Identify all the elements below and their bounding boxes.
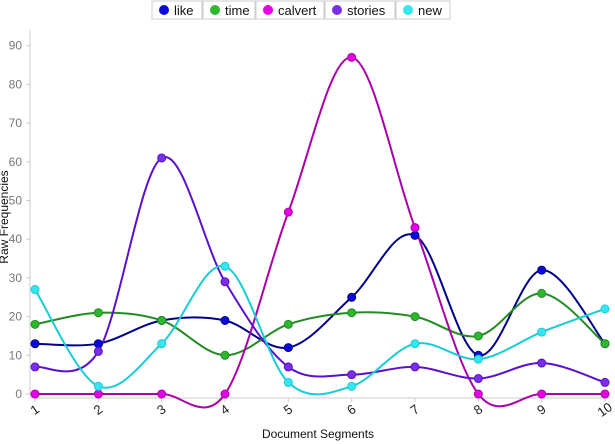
data-point-calvert[interactable]	[157, 389, 167, 399]
data-point-stories[interactable]	[600, 377, 610, 387]
data-point-new[interactable]	[283, 377, 293, 387]
data-point-time[interactable]	[283, 319, 293, 329]
legend-swatch-calvert	[263, 5, 273, 15]
series-line-stories	[34, 156, 606, 384]
legend-label-like: like	[174, 3, 194, 18]
data-point-stories[interactable]	[220, 277, 230, 287]
series-line-like	[34, 233, 606, 357]
legend-item-time[interactable]: time	[202, 0, 256, 20]
y-tick-label: 20	[9, 310, 23, 324]
legend-label-new: new	[418, 3, 442, 18]
data-point-like[interactable]	[220, 315, 230, 325]
legend-label-time: time	[225, 3, 250, 18]
y-axis-title: Raw Frequencies	[0, 170, 11, 263]
legend-item-like[interactable]: like	[151, 0, 203, 20]
x-axis-title: Document Segments	[262, 427, 374, 441]
data-point-stories[interactable]	[473, 374, 483, 384]
y-tick-label: 40	[9, 232, 23, 246]
x-tick-label: 7	[407, 401, 422, 417]
data-point-calvert[interactable]	[537, 389, 547, 399]
x-tick-label: 9	[534, 401, 549, 417]
series-line-time	[34, 292, 606, 357]
y-tick-label: 90	[9, 39, 23, 53]
chart-legend[interactable]: like time calvert stories new	[151, 0, 451, 20]
data-point-time[interactable]	[473, 331, 483, 341]
x-tick-label: 2	[91, 401, 106, 417]
data-point-like[interactable]	[410, 230, 420, 240]
y-tick-label: 0	[15, 387, 22, 401]
y-tick-label: 50	[9, 194, 23, 208]
data-point-like[interactable]	[537, 265, 547, 275]
data-point-stories[interactable]	[537, 358, 547, 368]
y-tick-label: 60	[9, 155, 23, 169]
legend-item-stories[interactable]: stories	[324, 0, 396, 20]
data-point-time[interactable]	[347, 308, 357, 318]
x-tick-label: 5	[281, 401, 296, 417]
y-tick-label: 10	[9, 348, 23, 362]
data-point-new[interactable]	[410, 339, 420, 349]
points-layer	[30, 52, 610, 399]
legend-item-new[interactable]: new	[395, 0, 451, 20]
data-point-like[interactable]	[347, 292, 357, 302]
data-point-time[interactable]	[30, 319, 40, 329]
chart-axes: 0 10 20 30 40 50 60 70 80 90 1 2 3 4 5 6 7 8 9 10	[9, 30, 615, 420]
legend-swatch-stories	[332, 5, 342, 15]
data-point-new[interactable]	[220, 261, 230, 271]
data-point-stories[interactable]	[30, 362, 40, 372]
legend-item-box	[324, 0, 396, 20]
data-point-time[interactable]	[93, 308, 103, 318]
data-point-calvert[interactable]	[410, 223, 420, 233]
x-tick-label: 3	[154, 401, 169, 417]
data-point-time[interactable]	[157, 315, 167, 325]
x-tick-label: 4	[217, 401, 232, 417]
data-point-time[interactable]	[537, 288, 547, 298]
data-point-like[interactable]	[283, 343, 293, 353]
data-point-new[interactable]	[537, 327, 547, 337]
data-point-new[interactable]	[473, 354, 483, 364]
data-point-time[interactable]	[600, 339, 610, 349]
series-line-calvert	[35, 56, 605, 409]
data-point-new[interactable]	[157, 339, 167, 349]
legend-label-stories: stories	[347, 3, 386, 18]
data-point-like[interactable]	[30, 339, 40, 349]
data-point-stories[interactable]	[283, 362, 293, 372]
data-point-new[interactable]	[347, 381, 357, 391]
data-point-new[interactable]	[600, 304, 610, 314]
legend-swatch-time	[210, 5, 220, 15]
data-point-time[interactable]	[220, 350, 230, 360]
series-line-new	[34, 265, 606, 396]
data-point-stories[interactable]	[157, 153, 167, 163]
x-tick-label: 8	[471, 401, 486, 417]
data-point-stories[interactable]	[93, 346, 103, 356]
y-tick-label: 80	[9, 77, 23, 91]
data-point-calvert[interactable]	[600, 389, 610, 399]
y-tick-label: 70	[9, 116, 23, 130]
data-point-new[interactable]	[30, 285, 40, 295]
data-point-calvert[interactable]	[283, 207, 293, 217]
data-point-calvert[interactable]	[30, 389, 40, 399]
x-tick-label: 1	[27, 401, 42, 417]
data-point-calvert[interactable]	[220, 389, 230, 399]
legend-label-calvert: calvert	[278, 3, 317, 18]
data-point-like[interactable]	[93, 339, 103, 349]
legend-item-calvert[interactable]: calvert	[255, 0, 325, 20]
data-point-calvert[interactable]	[347, 52, 357, 62]
data-point-new[interactable]	[93, 381, 103, 391]
data-point-stories[interactable]	[347, 370, 357, 380]
x-tick-label: 10	[594, 399, 614, 420]
series-layer	[34, 56, 606, 409]
legend-swatch-like	[159, 5, 169, 15]
y-tick-label: 30	[9, 271, 23, 285]
data-point-time[interactable]	[410, 312, 420, 322]
legend-swatch-new	[403, 5, 413, 15]
legend-item-box	[255, 0, 325, 20]
x-tick-label: 6	[344, 401, 359, 417]
data-point-calvert[interactable]	[93, 389, 103, 399]
data-point-calvert[interactable]	[473, 389, 483, 399]
data-point-stories[interactable]	[410, 362, 420, 372]
